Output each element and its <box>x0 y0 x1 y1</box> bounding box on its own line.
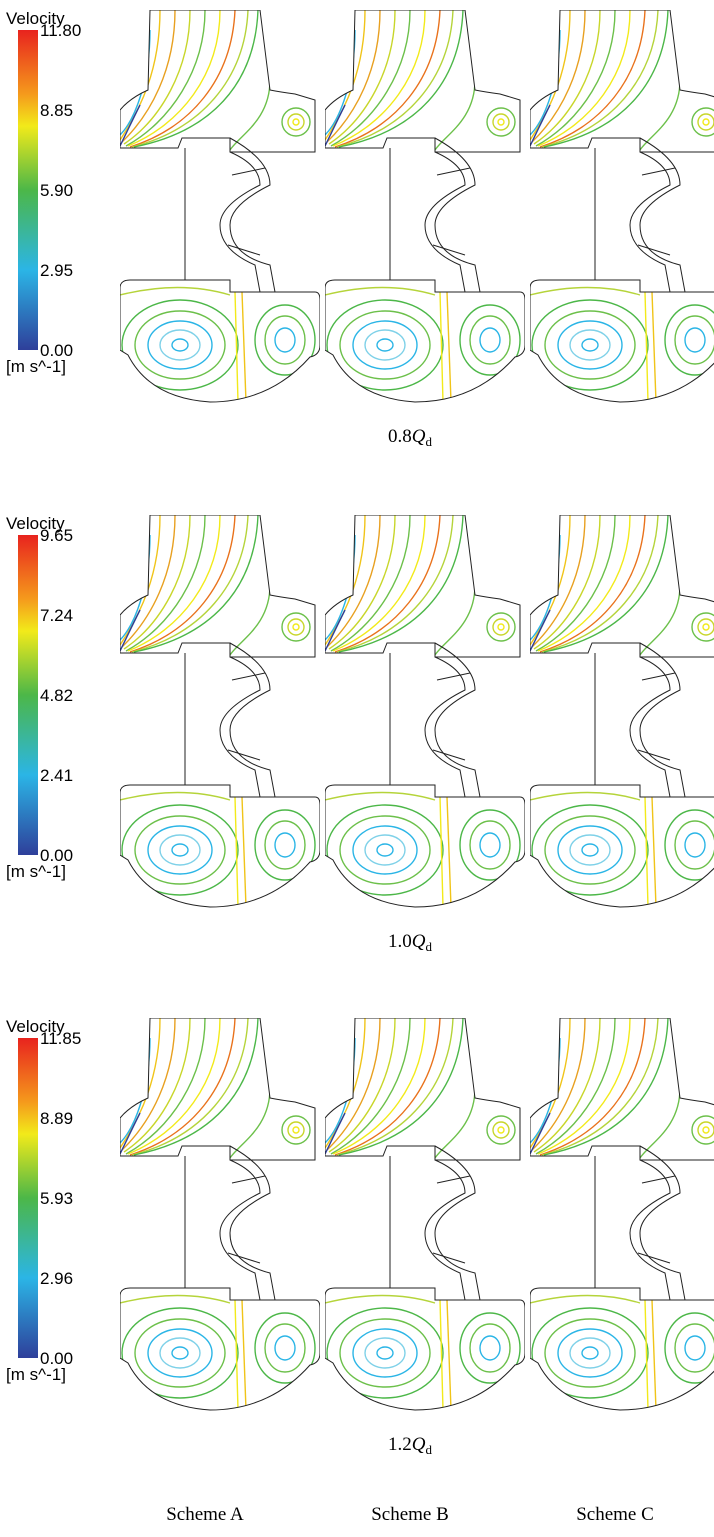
legend-tick: 2.96 <box>40 1269 73 1288</box>
colorbar <box>18 1038 38 1358</box>
caption-symbol: Q <box>412 931 426 952</box>
caption-prefix: 1.2 <box>388 1434 412 1455</box>
legend-tick: 8.89 <box>40 1109 73 1128</box>
legend-unit: [m s^-1] <box>6 357 66 376</box>
streamline-plot <box>530 10 714 402</box>
legend-tick: 7.24 <box>40 606 73 625</box>
streamline-plot <box>120 10 320 402</box>
caption-subscript: d <box>425 434 432 449</box>
streamline-plot <box>325 515 525 907</box>
caption-subscript: d <box>425 1442 432 1457</box>
legend-tick: 8.85 <box>40 101 73 120</box>
legend-tick: 5.90 <box>40 181 73 200</box>
caption-symbol: Q <box>412 426 426 447</box>
legend-tick: 4.82 <box>40 686 73 705</box>
caption: 1.0Qd <box>388 931 432 954</box>
streamline-plot <box>530 515 714 907</box>
legend-tick: 2.41 <box>40 766 73 785</box>
legend-tick: 11.85 <box>40 1029 81 1048</box>
caption-symbol: Q <box>412 1434 426 1455</box>
column-label: Scheme A <box>166 1504 244 1525</box>
caption: 1.2Qd <box>388 1434 432 1457</box>
streamline-plot <box>120 1018 320 1410</box>
figure: Velocity11.808.855.902.950.00[m s^-1]0.8… <box>0 0 714 1537</box>
legend-tick: 9.65 <box>40 526 73 545</box>
caption-subscript: d <box>425 939 432 954</box>
colorbar <box>18 535 38 855</box>
column-label: Scheme B <box>371 1504 449 1525</box>
caption-prefix: 0.8 <box>388 426 412 447</box>
caption-prefix: 1.0 <box>388 931 412 952</box>
legend-tick: 5.93 <box>40 1189 73 1208</box>
caption: 0.8Qd <box>388 426 432 449</box>
colorbar <box>18 30 38 350</box>
legend-unit: [m s^-1] <box>6 1365 66 1384</box>
legend-tick: 11.80 <box>40 21 81 40</box>
streamline-plot <box>530 1018 714 1410</box>
legend-tick: 2.95 <box>40 261 73 280</box>
legend-unit: [m s^-1] <box>6 862 66 881</box>
streamline-plot <box>120 515 320 907</box>
column-label: Scheme C <box>576 1504 654 1525</box>
streamline-plot <box>325 10 525 402</box>
streamline-plot <box>325 1018 525 1410</box>
